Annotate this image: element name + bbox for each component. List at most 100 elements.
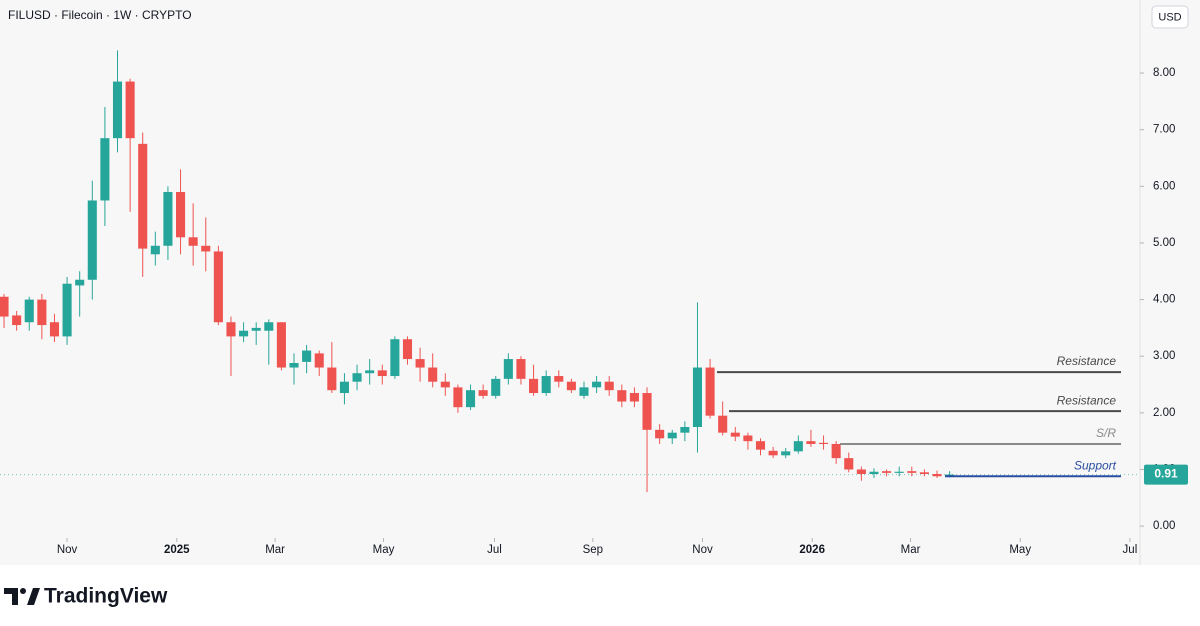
candle-body [642, 393, 652, 430]
candle-body [24, 299, 34, 323]
candle-body [617, 390, 627, 402]
candle-body [692, 367, 703, 428]
candle-body [554, 376, 564, 382]
candle-body [112, 81, 123, 139]
plot-area: Resistance Resistance S/R Support [0, 50, 1140, 493]
candle-body [339, 381, 349, 394]
candle-body [201, 245, 211, 252]
candle-body [12, 315, 22, 326]
logo-dot [20, 588, 26, 594]
candle-body [327, 367, 337, 391]
x-tick-label: Mar [265, 544, 285, 556]
candle-body [932, 474, 942, 477]
candle-body [768, 450, 778, 456]
logo-shape [27, 588, 40, 605]
candle-body [100, 138, 110, 201]
x-tick-label: Mar [901, 544, 921, 556]
level-label: S/R [1096, 426, 1116, 440]
candle-body [503, 359, 513, 379]
candle-body [819, 442, 829, 444]
candle-body [264, 322, 274, 331]
candle-body [87, 200, 97, 280]
candle-body [302, 350, 312, 362]
candle-body [62, 283, 72, 337]
x-tick-label: Sep [583, 544, 603, 556]
y-tick-label: 3.00 [1153, 350, 1175, 362]
candle-body [49, 322, 60, 337]
candle-body [377, 370, 387, 377]
candle-body [856, 469, 866, 475]
x-tick-label: May [1009, 544, 1031, 556]
y-tick-label: 8.00 [1153, 67, 1175, 79]
candle-body [428, 367, 438, 382]
x-tick-label: Nov [692, 544, 713, 556]
candle-body [289, 363, 299, 368]
candle-body [352, 373, 362, 382]
currency-button[interactable] [1151, 5, 1189, 29]
candle-body [781, 451, 791, 456]
candle-body [226, 322, 236, 337]
candle-body [465, 390, 476, 408]
candle-body [882, 471, 892, 473]
candle-body [831, 443, 841, 459]
candle-body [365, 370, 375, 374]
candle-body [667, 432, 677, 439]
candle-body [125, 81, 135, 139]
candle-body [718, 415, 728, 433]
candle-body [276, 322, 286, 368]
candle-body [453, 387, 463, 408]
candle-body [680, 427, 690, 433]
candle-body [793, 441, 803, 452]
level-label: Support [1074, 458, 1117, 472]
candle-body [629, 393, 639, 402]
candle-body [491, 378, 501, 396]
x-tick-label: Jul [1123, 544, 1138, 556]
candle-body [541, 376, 551, 394]
candle-body [478, 390, 488, 396]
candle-body [869, 471, 879, 475]
candle-body [566, 381, 576, 391]
candle-body [907, 471, 917, 473]
candle-body [516, 359, 526, 379]
y-tick-label: 5.00 [1153, 237, 1175, 249]
candle-body [150, 245, 160, 255]
candle-body [919, 472, 929, 475]
x-tick-label: 2026 [799, 544, 825, 556]
y-tick-label: 7.00 [1153, 124, 1175, 136]
candle-body [894, 471, 904, 473]
x-tick-label: Jul [487, 544, 502, 556]
candle-body [138, 143, 148, 249]
y-tick-label: 0.00 [1153, 520, 1175, 532]
candle-body [415, 359, 425, 368]
currency-label[interactable]: USD [1158, 11, 1181, 23]
candle-body [705, 367, 715, 416]
x-tick-label: 2025 [164, 544, 190, 556]
x-tick-label: Nov [57, 544, 78, 556]
candle-body [0, 296, 9, 317]
candle-body [314, 353, 324, 368]
candle-body [529, 378, 539, 394]
y-tick-label: 6.00 [1153, 180, 1175, 192]
candle-body [251, 327, 261, 331]
level-label: Resistance [1057, 393, 1117, 407]
y-tick-label: 4.00 [1153, 294, 1175, 306]
candle-body [655, 429, 665, 439]
candle-body [755, 441, 766, 450]
candle-body [239, 330, 249, 337]
candle-body [592, 381, 602, 388]
candle-body [213, 251, 223, 323]
candle-body [440, 381, 450, 388]
candle-body [188, 237, 198, 246]
candle-body [806, 441, 816, 444]
brand-name: TradingView [44, 585, 168, 608]
y-tick-label: 2.00 [1153, 407, 1175, 419]
logo-shape [4, 588, 18, 605]
candle-body [402, 339, 413, 360]
candle-body [176, 191, 186, 238]
candle-body [75, 279, 85, 286]
candle-body [844, 458, 854, 470]
candle-body [390, 339, 400, 377]
level-label: Resistance [1057, 354, 1117, 368]
